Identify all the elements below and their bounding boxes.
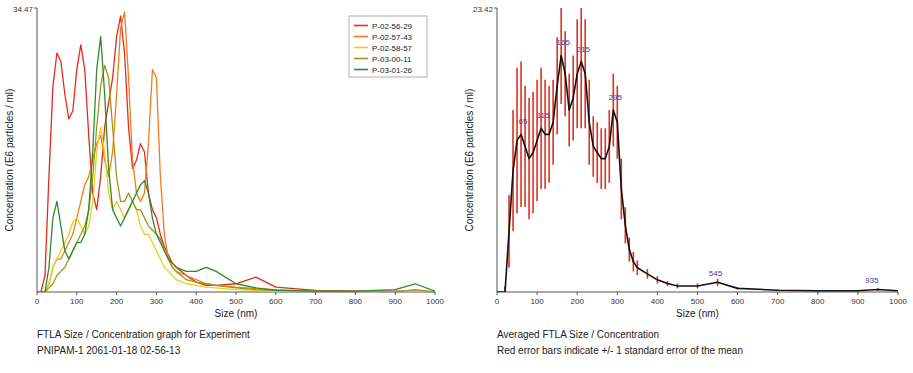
x-tick [577,292,578,295]
x-tick [315,292,316,295]
y-axis [37,8,38,292]
page: {"chart_data": [ {"type": "line", "title… [0,0,913,373]
x-tick-label: 100 [530,297,544,306]
series-line [37,12,435,292]
x-tick [37,292,38,295]
legend-swatch [354,25,368,27]
plot-area [497,8,898,292]
x-tick [697,292,698,295]
x-tick-label: 900 [851,297,865,306]
legend: P-02-56-29 P-02-57-43 P-02-58-57 P-03-00-11… [349,16,427,77]
legend-label: P-02-56-29 [372,22,413,31]
background [0,0,913,373]
x-tick-label: 300 [611,297,625,306]
x-tick-label: 200 [110,297,124,306]
peak-label: 115 [537,111,550,120]
series-line [37,127,435,292]
x-tick [857,292,858,295]
x-tick-label: 600 [731,297,745,306]
x-tick-label: 700 [309,297,323,306]
figure: 0100200300400500600700800900100034.47Con… [0,0,913,373]
x-tick [156,292,157,295]
chart-0: 0 100 200 300 400 500 600 700 800 900 1000 34.47 Con… [4,5,444,356]
chart-1: 0 100 200 300 400 500 600 700 800 900 1000 23.42 Con… [464,0,907,356]
peak-label: 65 [519,117,528,126]
legend-swatch [354,47,368,49]
x-axis-label: Size (nm) [215,308,258,319]
legend-swatch [354,69,368,71]
y-axis [497,8,498,292]
x-tick [898,292,899,295]
title: FTLA Size / Concentration graph for Expe… [37,329,250,340]
y-tick-label: 34.47 [13,5,34,14]
x-tick-label: 1000 [889,297,907,306]
series-line [497,56,898,292]
peak-label: 215 [577,45,591,54]
x-tick-label: 500 [229,297,243,306]
series-line [37,16,435,292]
x-tick-label: 600 [269,297,283,306]
legend-box [349,16,427,77]
peak-label: 935 [865,276,879,285]
x-tick [435,292,436,295]
legend-swatch [354,58,368,60]
x-tick-label: 100 [70,297,84,306]
x-tick [275,292,276,295]
peak-label: 295 [609,93,623,102]
x-tick-label: 300 [150,297,164,306]
peak-label: 545 [709,269,723,278]
x-tick [116,292,117,295]
x-tick [817,292,818,295]
y-tick [34,8,37,9]
legend-label: P-03-01-26 [372,66,413,75]
x-tick-label: 1000 [426,297,444,306]
x-tick-label: 800 [349,297,363,306]
subtitle: PNIPAM-1 2061-01-18 02-56-13 [37,345,181,356]
subtitle: Red error bars indicate +/- 1 standard e… [497,345,743,356]
x-tick [236,292,237,295]
x-tick [196,292,197,295]
x-tick [537,292,538,295]
x-tick-label: 200 [571,297,585,306]
x-tick [737,292,738,295]
x-tick [497,292,498,295]
x-tick [777,292,778,295]
y-tick [494,8,497,9]
x-tick [395,292,396,295]
x-tick-label: 400 [190,297,204,306]
x-tick-label: 800 [811,297,825,306]
legend-label: P-03-00-11 [372,55,412,64]
x-tick [657,292,658,295]
x-axis-label: Size (nm) [676,308,719,319]
title: Averaged FTLA Size / Concentration [497,329,659,340]
y-axis-label: Concentration (E6 particles / ml) [464,89,475,232]
x-tick [355,292,356,295]
error-bar [580,8,582,128]
x-tick [76,292,77,295]
x-tick-label: 0 [35,297,40,306]
legend-swatch [354,36,368,38]
x-tick-label: 400 [651,297,665,306]
peak-label: 165 [556,38,570,47]
legend-label: P-02-57-43 [372,33,413,42]
y-axis-label: Concentration (E6 particles / ml) [4,89,15,232]
x-tick-label: 900 [389,297,403,306]
series-line [37,65,435,292]
legend-label: P-02-58-57 [372,44,413,53]
plot-area [37,12,435,292]
x-tick-label: 0 [495,297,500,306]
y-tick-label: 23.42 [473,5,494,14]
x-tick-label: 700 [771,297,785,306]
x-tick [617,292,618,295]
x-tick-label: 500 [691,297,705,306]
